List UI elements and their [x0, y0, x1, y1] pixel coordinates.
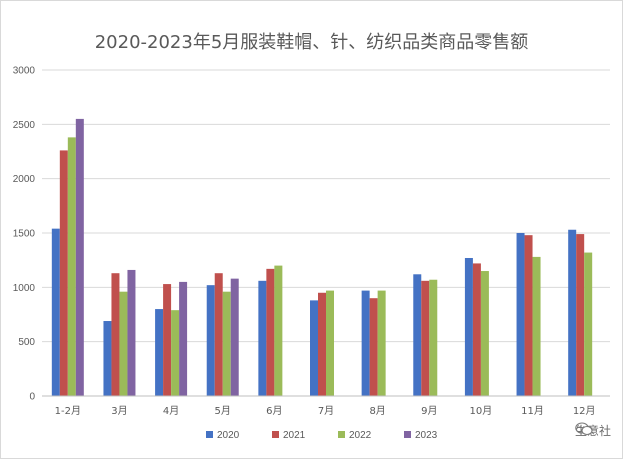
legend-swatch-2023 — [404, 431, 411, 438]
bar-2020-4 — [258, 280, 267, 396]
bar-2021-9 — [524, 235, 533, 396]
bar-2023-0 — [75, 118, 84, 397]
bar-2022-3 — [222, 291, 231, 396]
bar-2022-0 — [67, 137, 76, 396]
bar-2021-7 — [421, 280, 430, 396]
bar-2022-5 — [326, 290, 334, 396]
bar-2022-6 — [377, 290, 386, 396]
wechat-icon — [575, 422, 593, 436]
bar-2020-0 — [51, 228, 60, 396]
bar-2022-7 — [429, 279, 438, 396]
legend-label-2023: 2023 — [415, 430, 438, 441]
bar-2020-3 — [206, 285, 215, 396]
legend: 2020 2021 2022 2023 — [206, 430, 438, 441]
x-tick-label: 4月 — [163, 405, 179, 417]
bar-2022-1 — [119, 291, 128, 396]
bar-2020-8 — [464, 257, 473, 396]
bar-2020-6 — [361, 290, 370, 396]
y-tick-label: 2500 — [13, 120, 36, 131]
x-tick-label: 5月 — [215, 405, 231, 417]
x-tick-label: 11月 — [521, 405, 544, 417]
x-tick-label: 3月 — [111, 405, 127, 417]
bar-2021-0 — [59, 150, 68, 396]
bar-2021-10 — [576, 234, 585, 396]
y-tick-label: 500 — [18, 337, 35, 348]
legend-label-2020: 2020 — [217, 430, 240, 441]
x-tick-label: 8月 — [369, 405, 385, 417]
bar-2023-1 — [127, 269, 136, 396]
bar-2021-8 — [472, 263, 481, 396]
bar-2022-8 — [480, 271, 489, 396]
x-tick-label: 9月 — [421, 405, 437, 417]
y-tick-label: 0 — [29, 392, 35, 403]
chart-title: 2020-2023年5月服装鞋帽、针、纺织品类商品零售额 — [94, 32, 529, 53]
y-tick-label: 1500 — [13, 229, 36, 240]
bar-2021-5 — [318, 292, 326, 396]
x-tick-label: 1-2月 — [55, 405, 81, 417]
y-tick-label: 3000 — [13, 66, 36, 77]
legend-swatch-2020 — [206, 431, 213, 438]
y-axis: 0 500 1000 1500 2000 2500 3000 — [13, 66, 36, 403]
bar-2022-9 — [532, 256, 541, 396]
x-tick-label: 6月 — [266, 405, 282, 417]
y-tick-label: 2000 — [13, 174, 36, 185]
bar-2020-5 — [310, 300, 318, 396]
bar-2021-1 — [111, 273, 120, 396]
bar-2023-2 — [179, 281, 188, 396]
legend-label-2022: 2022 — [349, 430, 372, 441]
bar-2020-1 — [103, 321, 112, 396]
bar-2020-10 — [568, 229, 577, 396]
bar-2021-3 — [214, 273, 223, 396]
bar-2022-4 — [274, 265, 283, 396]
bars — [51, 118, 593, 397]
y-tick-label: 1000 — [13, 283, 36, 294]
legend-label-2021: 2021 — [283, 430, 306, 441]
bar-2021-6 — [369, 298, 378, 396]
bar-2020-2 — [155, 309, 164, 396]
legend-swatch-2022 — [338, 431, 345, 438]
legend-swatch-2021 — [272, 431, 279, 438]
bar-2022-2 — [171, 310, 180, 396]
watermark: 生意社 — [575, 422, 611, 439]
x-tick-label: 10月 — [470, 405, 493, 417]
bar-2021-4 — [266, 268, 275, 396]
bar-2023-3 — [230, 278, 239, 396]
bar-2020-9 — [516, 233, 525, 396]
x-tick-label: 12月 — [573, 405, 596, 417]
bar-2021-2 — [163, 284, 172, 396]
x-tick-label: 7月 — [318, 405, 334, 417]
bar-2022-10 — [584, 252, 593, 396]
x-axis: 1-2月 3月 4月 5月 6月 7月 8月 9月 10月 11月 12月 — [42, 395, 610, 417]
bar-2020-7 — [413, 274, 422, 396]
